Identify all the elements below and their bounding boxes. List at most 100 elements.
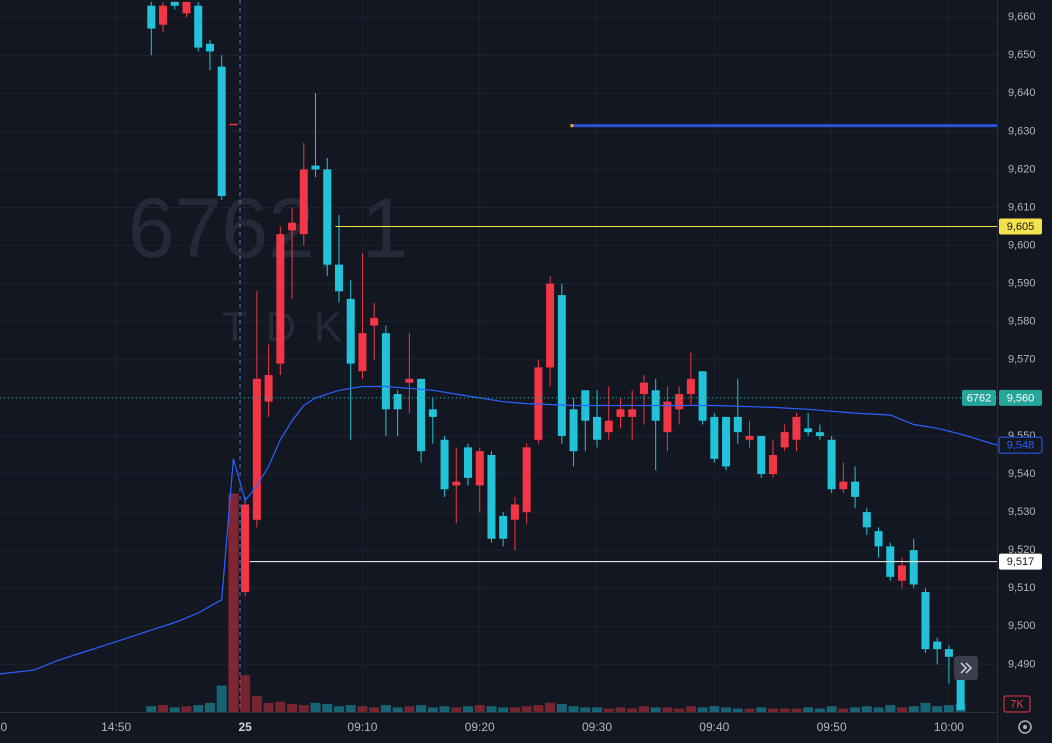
time-axis bbox=[0, 712, 997, 743]
y-tick-label: 9,620 bbox=[1008, 163, 1036, 175]
scroll-button-icon bbox=[960, 662, 973, 674]
price-line-label-box bbox=[999, 218, 1042, 235]
volume-bar bbox=[685, 706, 696, 712]
candle-body bbox=[933, 641, 942, 650]
volume-bar bbox=[392, 707, 403, 712]
volume-bar bbox=[603, 708, 614, 712]
volume-bar bbox=[744, 708, 755, 712]
candle-body bbox=[381, 333, 390, 410]
scroll-button[interactable] bbox=[954, 656, 978, 680]
x-tick-label: 09:20 bbox=[465, 720, 495, 734]
volume-bar bbox=[943, 705, 954, 712]
volume-bar bbox=[216, 685, 227, 712]
x-tick-label: 09:30 bbox=[582, 720, 612, 734]
candle-body bbox=[428, 409, 437, 417]
volume-bar bbox=[662, 707, 673, 712]
volume-bar bbox=[650, 707, 661, 712]
volume-bar bbox=[908, 706, 919, 712]
candle-body bbox=[370, 317, 379, 326]
last-price-label-box bbox=[999, 389, 1042, 406]
settings-icon bbox=[1018, 720, 1032, 734]
candle-body bbox=[452, 481, 461, 486]
volume-bar bbox=[545, 702, 556, 712]
watermark: 6762, 1 bbox=[128, 181, 408, 275]
level-anchor bbox=[570, 124, 574, 128]
y-tick-label: 9,530 bbox=[1008, 506, 1036, 518]
y-tick-label: 9,570 bbox=[1008, 354, 1036, 366]
watermark-sub: TDK bbox=[222, 303, 360, 350]
volume-bar bbox=[674, 708, 685, 712]
candle-body bbox=[417, 378, 426, 452]
price-line-label: 9,605 bbox=[1007, 221, 1035, 233]
volume-bar bbox=[228, 493, 239, 712]
volume-bar bbox=[486, 706, 497, 712]
candle-body bbox=[311, 165, 320, 170]
candle-body bbox=[921, 592, 930, 650]
candle-body bbox=[874, 531, 883, 547]
candle-body bbox=[827, 439, 836, 490]
volume-bar bbox=[885, 705, 896, 712]
candle-body bbox=[288, 222, 297, 231]
volume-bar bbox=[439, 706, 450, 712]
volume-bar bbox=[322, 703, 333, 712]
candle-body bbox=[593, 416, 602, 440]
volume-label: 7K bbox=[1010, 698, 1024, 710]
candle-body bbox=[557, 295, 566, 436]
settings-button[interactable] bbox=[1018, 720, 1032, 734]
volume-bar bbox=[838, 708, 849, 712]
volume-bar bbox=[814, 708, 825, 712]
candle-body bbox=[358, 333, 367, 372]
volume-bar bbox=[193, 705, 204, 712]
volume-bar bbox=[826, 706, 837, 712]
volume-bar bbox=[369, 707, 380, 712]
candle-body bbox=[229, 123, 238, 126]
candle-body bbox=[323, 169, 332, 265]
ma-label: 9,548 bbox=[1007, 440, 1035, 452]
candle-body bbox=[182, 1, 191, 14]
candle-body bbox=[909, 550, 918, 585]
candle-body bbox=[757, 435, 766, 475]
candle-body bbox=[299, 169, 308, 235]
volume-bar bbox=[627, 708, 638, 712]
volume-bar bbox=[416, 705, 427, 712]
candle-body bbox=[241, 504, 250, 593]
volume-bar bbox=[345, 705, 356, 712]
candle-body bbox=[768, 454, 777, 475]
volume-bar bbox=[158, 705, 169, 712]
price-line-label-box bbox=[999, 553, 1042, 570]
candle-body bbox=[722, 416, 731, 467]
volume-bar bbox=[638, 706, 649, 712]
candle-body bbox=[194, 5, 203, 48]
volume-label-box bbox=[1003, 695, 1031, 713]
candle-body bbox=[393, 394, 402, 410]
symbol-label: 6762 bbox=[967, 392, 991, 404]
y-tick-label: 9,520 bbox=[1008, 544, 1036, 556]
candle-body bbox=[205, 43, 214, 52]
x-tick-label: 09:50 bbox=[817, 720, 847, 734]
candle-body bbox=[616, 409, 625, 417]
volume-bar bbox=[181, 706, 192, 712]
candle-body bbox=[780, 432, 789, 448]
volume-bar bbox=[732, 708, 743, 712]
candle-body bbox=[510, 504, 519, 520]
volume-bar bbox=[896, 707, 907, 712]
x-tick-label: 14:50 bbox=[101, 720, 131, 734]
volume-bar bbox=[287, 703, 298, 712]
ma-line bbox=[0, 385, 998, 675]
volume-bar bbox=[756, 707, 767, 712]
ma-label-box bbox=[998, 436, 1043, 454]
candle-body bbox=[804, 428, 813, 433]
y-tick-label: 9,640 bbox=[1008, 87, 1036, 99]
x-tick-label: :40 bbox=[0, 720, 7, 734]
candle-body bbox=[639, 382, 648, 395]
volume-bar bbox=[275, 701, 286, 712]
volume-bar bbox=[697, 707, 708, 712]
volume-bar bbox=[463, 706, 474, 712]
volume-bar bbox=[721, 707, 732, 712]
volume-bar bbox=[240, 675, 251, 712]
candle-body bbox=[475, 451, 484, 486]
volume-bar bbox=[709, 706, 720, 712]
x-tick-label: 09:10 bbox=[347, 720, 377, 734]
volume-bar bbox=[146, 706, 157, 712]
